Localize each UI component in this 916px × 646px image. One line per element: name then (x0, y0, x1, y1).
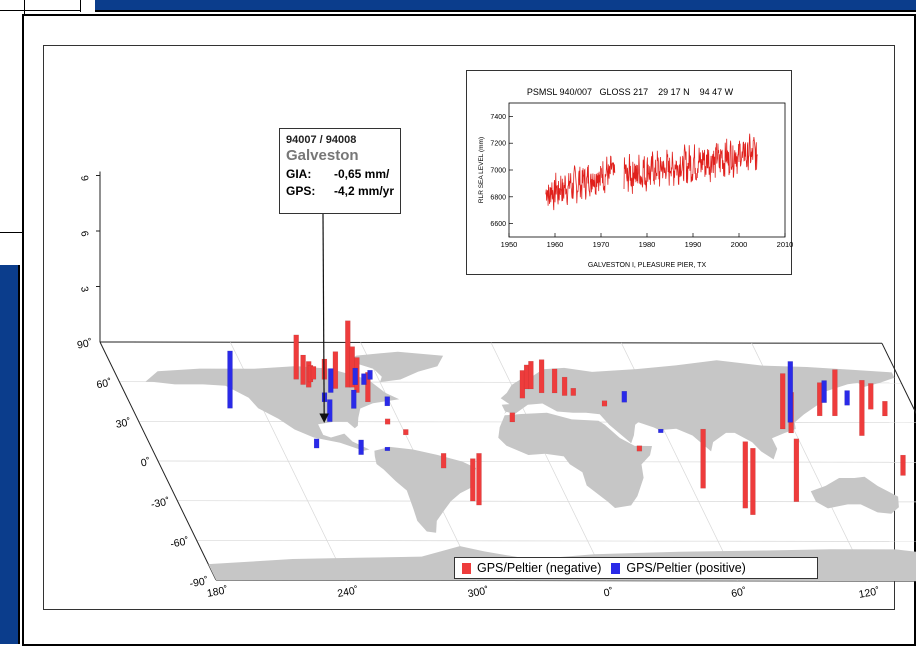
bar-negative (780, 374, 785, 430)
bar-negative (301, 355, 306, 385)
bar-positive (368, 370, 373, 379)
bar-series (228, 321, 916, 515)
inset-x-tick-label: 1980 (639, 240, 656, 249)
tide-gauge-inset: PSMSL 940/007 GLOSS 217 29 17 N 94 47 W … (466, 70, 792, 275)
bar-negative (701, 429, 706, 488)
longitude-tick-label: 120˚ (858, 585, 881, 600)
latitude-tick-label: 90˚ (76, 337, 93, 351)
latitude-line (197, 540, 916, 541)
bar-negative (637, 446, 642, 452)
z-axis-tick-label: 3 (78, 286, 90, 294)
latitude-line (158, 461, 916, 462)
inset-y-tick-label: 7200 (490, 141, 506, 148)
legend-item-positive: GPS/Peltier (positive) (611, 561, 745, 575)
bar-negative (868, 383, 873, 409)
bar-negative (385, 419, 390, 425)
inset-x-tick-label: 1970 (593, 240, 610, 249)
bar-positive (359, 440, 364, 455)
gia-value: -0,65 mm/ (334, 167, 389, 181)
bar-negative (311, 366, 316, 379)
bar-positive (788, 361, 793, 422)
inset-y-tick-label: 6600 (490, 221, 506, 228)
gps-row: GPS: -4,2 mm/yr (286, 184, 394, 198)
bar-positive (822, 381, 827, 403)
legend-swatch-positive (611, 563, 620, 574)
gps-label: GPS: (286, 184, 334, 198)
bar-negative (901, 455, 906, 475)
land-australia (811, 477, 899, 514)
z-axis-tick-label: 9 (78, 175, 90, 183)
tide-gauge-chart: PSMSL 940/007 GLOSS 217 29 17 N 94 47 W … (467, 71, 793, 276)
bar-positive (385, 397, 390, 406)
bar-negative (470, 459, 475, 502)
bar-positive (327, 400, 332, 422)
legend-label-positive: GPS/Peltier (positive) (626, 561, 745, 575)
bar-negative (859, 380, 864, 436)
bar-positive (228, 351, 233, 408)
inset-y-tick-label: 7400 (490, 114, 506, 121)
bar-negative (510, 413, 515, 422)
station-ids: 94007 / 94008 (286, 134, 394, 146)
inset-x-tick-label: 2010 (777, 240, 793, 249)
longitude-tick-label: 240˚ (336, 585, 359, 600)
bar-positive (622, 391, 627, 402)
bar-positive (328, 369, 333, 393)
inset-x-tick-label: 2000 (731, 240, 748, 249)
bar-negative (552, 369, 557, 393)
bar-negative (441, 453, 446, 468)
inset-title: PSMSL 940/007 GLOSS 217 29 17 N 94 47 W (527, 87, 734, 97)
longitude-tick-label: 180˚ (206, 584, 229, 599)
legend-label-negative: GPS/Peltier (negative) (477, 561, 601, 575)
bar-negative (882, 401, 887, 416)
bar-negative (571, 388, 576, 395)
bar-negative (794, 439, 799, 502)
bar-negative (750, 448, 755, 515)
bar-negative (477, 453, 482, 505)
bar-positive (361, 374, 366, 385)
gps-value: -4,2 mm/yr (334, 184, 394, 198)
bar-positive (658, 429, 663, 433)
bar-negative (333, 352, 338, 389)
bar-positive (385, 447, 390, 451)
bar-negative (403, 429, 408, 435)
legend-swatch-negative (462, 563, 471, 574)
bar-positive (353, 368, 358, 385)
latitude-line (177, 501, 916, 502)
longitude-tick-label: 300˚ (467, 585, 490, 600)
inset-x-tick-label: 1950 (501, 240, 518, 249)
longitude-tick-label: 0˚ (603, 586, 614, 599)
bar-negative (528, 361, 533, 389)
land-north-america (145, 366, 399, 451)
bar-positive (845, 391, 850, 406)
bar-negative (743, 442, 748, 509)
legend: GPS/Peltier (negative) GPS/Peltier (posi… (454, 557, 818, 579)
gia-label: GIA: (286, 167, 334, 181)
bar-negative (602, 401, 607, 407)
bar-positive (314, 439, 319, 448)
bar-negative (562, 377, 567, 396)
inset-xlabel: GALVESTON I, PLEASURE PIER, TX (588, 262, 707, 269)
bar-negative (832, 370, 837, 416)
bar-negative (539, 360, 544, 393)
inset-x-tick-label: 1960 (547, 240, 564, 249)
gia-row: GIA: -0,65 mm/ (286, 167, 394, 181)
station-name: Galveston (286, 147, 394, 164)
latitude-tick-label: -60˚ (169, 535, 189, 550)
inset-x-tick-label: 1990 (685, 240, 702, 249)
latitude-tick-label: 0˚ (140, 456, 151, 469)
inset-y-tick-label: 6800 (490, 194, 506, 201)
latitude-tick-label: 30˚ (115, 416, 132, 430)
land-south-america (374, 447, 476, 533)
station-callout: 94007 / 94008 Galveston GIA: -0,65 mm/ G… (279, 128, 401, 214)
bar-positive (351, 390, 356, 409)
z-axis-tick-label: 6 (78, 230, 90, 238)
latitude-tick-label: 60˚ (96, 377, 113, 391)
legend-item-negative: GPS/Peltier (negative) (462, 561, 601, 575)
longitude-tick-label: 60˚ (730, 586, 747, 600)
bar-negative (294, 335, 299, 379)
sea-level-series (546, 134, 758, 210)
inset-ylabel: RLR SEA LEVEL (mm) (478, 137, 485, 203)
inset-y-tick-label: 7000 (490, 168, 506, 175)
latitude-tick-label: -30˚ (150, 496, 170, 511)
